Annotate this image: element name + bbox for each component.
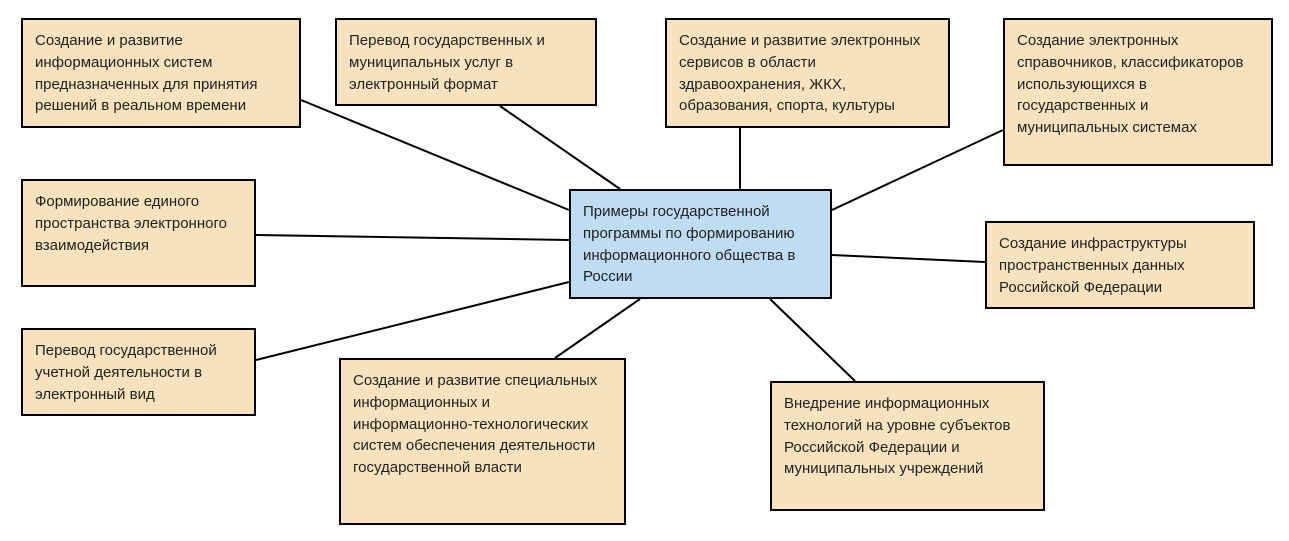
- node-n9: Внедрение информационных технологий на у…: [770, 381, 1045, 511]
- edge-n4: [832, 130, 1003, 210]
- node-n2: Перевод государственных и муниципальных …: [335, 18, 597, 106]
- edge-n5: [256, 235, 569, 240]
- node-n1: Создание и развитие информационных систе…: [21, 18, 301, 128]
- center-node: Примеры государственной программы по фор…: [569, 189, 832, 299]
- edge-n9: [770, 299, 855, 381]
- node-n6: Создание инфраструктуры пространственных…: [985, 221, 1255, 309]
- node-n3: Создание и развитие электронных сервисов…: [665, 18, 950, 128]
- diagram-stage: Примеры государственной программы по фор…: [0, 0, 1289, 541]
- node-n8: Создание и развитие специальных информац…: [339, 358, 626, 525]
- edge-n2: [500, 106, 620, 189]
- edge-n1: [301, 100, 569, 210]
- edge-n8: [555, 299, 640, 358]
- edge-n7: [256, 282, 569, 360]
- node-n7: Перевод государственной учетной деятельн…: [21, 328, 256, 416]
- node-n4: Создание электронных справочников, класс…: [1003, 18, 1273, 166]
- node-n5: Формирование единого пространства электр…: [21, 179, 256, 287]
- edge-n6: [832, 255, 985, 262]
